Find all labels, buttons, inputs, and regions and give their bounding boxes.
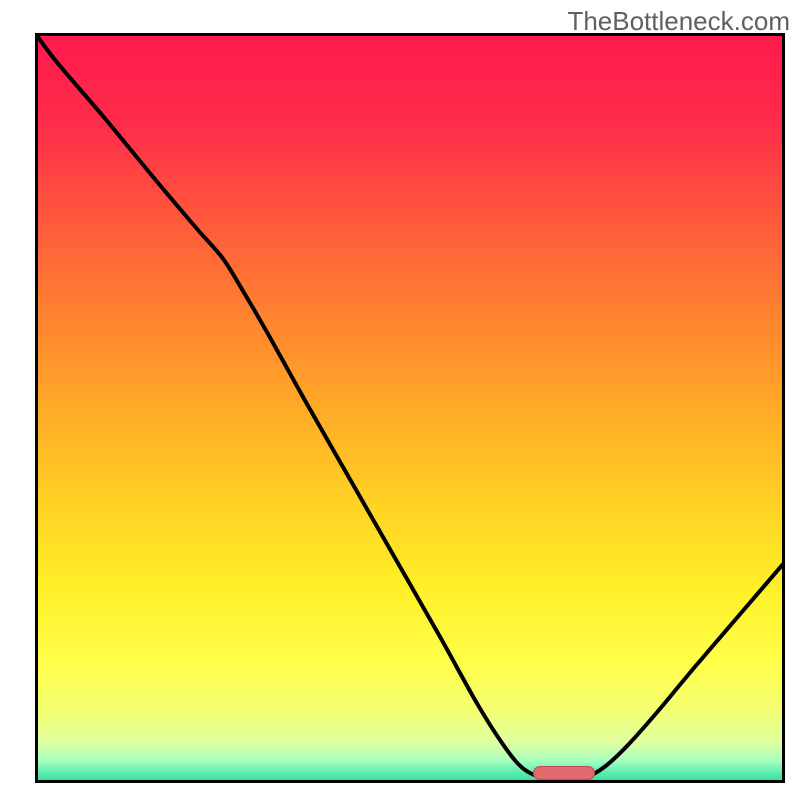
- bottleneck-curve: [35, 33, 785, 779]
- optimal-marker: [533, 766, 595, 780]
- plot-area: [35, 33, 785, 783]
- chart-container: TheBottleneck.com: [0, 0, 800, 800]
- watermark-text: TheBottleneck.com: [567, 6, 790, 37]
- plot-border: [37, 35, 784, 782]
- line-chart-svg: [35, 33, 785, 783]
